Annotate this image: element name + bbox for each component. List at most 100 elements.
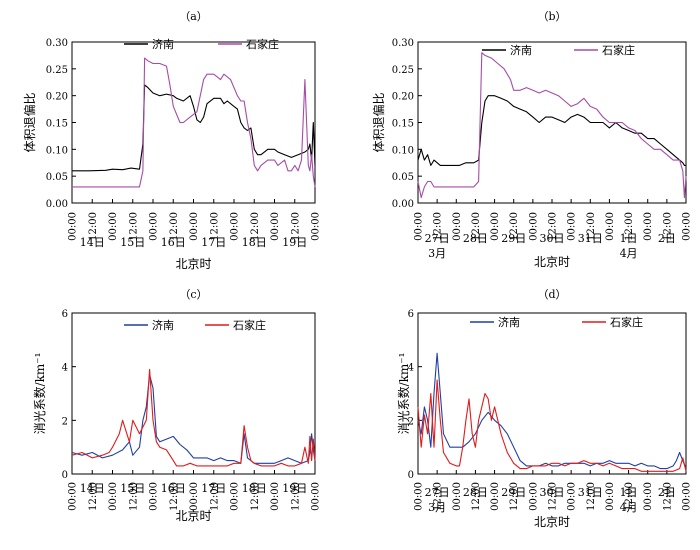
chart-title: （d） — [537, 288, 566, 301]
y-tick-label: 0.20 — [392, 92, 414, 103]
y-tick-label: 0.10 — [46, 145, 68, 156]
legend-label: 石家庄 — [602, 43, 635, 57]
day-label: 31日 — [578, 232, 603, 245]
x-tick-label: 00:00 — [452, 212, 463, 241]
x-tick-label: 00:00 — [311, 482, 322, 511]
x-tick-label: 12:00 — [250, 212, 261, 241]
x-axis-label: 北京时 — [175, 509, 211, 523]
x-tick-label: 12:00 — [209, 212, 220, 241]
x-tick-label: 00:00 — [270, 482, 281, 511]
day-label: 29日 — [501, 232, 526, 245]
x-tick-label: 12:00 — [471, 482, 482, 511]
chart-title: （c） — [179, 288, 207, 301]
plot-frame — [417, 312, 687, 475]
day-label: 28日 — [463, 232, 488, 245]
y-tick-label: 0.20 — [46, 92, 68, 103]
day-label: 19日 — [282, 236, 307, 249]
x-tick-label: 00:00 — [68, 212, 79, 241]
day-label: 16日 — [161, 236, 186, 249]
x-tick-label: 00:00 — [270, 212, 281, 241]
legend-label: 济南 — [510, 43, 532, 57]
x-tick-label: 00:00 — [528, 482, 539, 511]
x-tick-label: 00:00 — [230, 212, 241, 241]
series-line-jinan — [71, 374, 316, 464]
y-axis-label: 消光系数/km⁻¹ — [396, 353, 411, 435]
day-label: 2日 — [658, 486, 676, 499]
x-tick-label: 00:00 — [230, 482, 241, 511]
x-axis-label: 北京时 — [534, 255, 570, 269]
series-line-shijiazhuang — [417, 379, 687, 472]
y-tick-label: 0.15 — [46, 119, 68, 130]
y-tick-label: 0.05 — [392, 172, 414, 183]
y-tick-label: 0.30 — [46, 38, 68, 49]
x-tick-label: 12:00 — [624, 482, 635, 511]
y-tick-label: 0.00 — [46, 199, 68, 210]
y-tick-label: 0.15 — [392, 119, 414, 130]
day-label: 18日 — [242, 236, 267, 249]
day-label: 17日 — [201, 236, 226, 249]
day-label: 19日 — [282, 482, 307, 495]
chart-title: （b） — [537, 10, 566, 23]
x-tick-label: 12:00 — [586, 212, 597, 241]
x-tick-label: 00:00 — [108, 212, 119, 241]
legend-label: 济南 — [152, 37, 174, 51]
day-label: 15日 — [120, 236, 145, 249]
x-tick-label: 00:00 — [643, 212, 654, 241]
day-label: 17日 — [201, 482, 226, 495]
x-tick-label: 12:00 — [548, 482, 559, 511]
y-tick-label: 6 — [408, 309, 414, 320]
day-label: 15日 — [120, 482, 145, 495]
series-line-jinan — [417, 95, 686, 166]
series-line-shijiazhuang — [417, 52, 687, 199]
x-tick-label: 00:00 — [311, 212, 322, 241]
x-tick-label: 12:00 — [433, 482, 444, 511]
x-tick-label: 12:00 — [433, 212, 444, 241]
x-tick-label: 00:00 — [567, 212, 578, 241]
y-tick-label: 0.30 — [392, 38, 414, 49]
x-tick-label: 12:00 — [662, 482, 673, 511]
month-label: 3月 — [428, 247, 446, 260]
plot-frame — [71, 312, 316, 475]
legend-label: 济南 — [152, 318, 174, 332]
x-tick-label: 12:00 — [662, 212, 673, 241]
day-label: 14日 — [80, 482, 105, 495]
x-tick-label: 12:00 — [169, 212, 180, 241]
series-line-shijiazhuang — [71, 368, 316, 467]
y-tick-label: 6 — [62, 309, 68, 320]
y-tick-label: 2 — [408, 416, 414, 427]
x-tick-label: 00:00 — [149, 482, 160, 511]
day-label: 28日 — [463, 486, 488, 499]
day-label: 27日 — [425, 232, 450, 245]
x-tick-label: 12:00 — [509, 482, 520, 511]
x-tick-label: 00:00 — [605, 212, 616, 241]
legend-label: 石家庄 — [233, 318, 266, 332]
y-tick-label: 2 — [62, 416, 68, 427]
month-label: 4月 — [620, 247, 638, 260]
plot-frame — [417, 41, 687, 204]
month-label: 3月 — [428, 501, 446, 514]
day-label: 30日 — [540, 486, 565, 499]
x-tick-label: 00:00 — [108, 482, 119, 511]
x-tick-label: 12:00 — [548, 212, 559, 241]
x-tick-label: 00:00 — [643, 482, 654, 511]
series-line-jinan — [417, 352, 687, 470]
y-tick-label: 0.05 — [46, 172, 68, 183]
x-tick-label: 00:00 — [149, 212, 160, 241]
y-tick-label: 0 — [408, 470, 414, 481]
y-tick-label: 0.25 — [392, 65, 414, 76]
series-line-jinan — [72, 84, 316, 172]
y-tick-label: 0.25 — [46, 65, 68, 76]
legend-label: 石家庄 — [610, 315, 643, 329]
x-tick-label: 12:00 — [471, 212, 482, 241]
day-label: 31日 — [578, 486, 603, 499]
y-axis-label: 体积退偏比 — [22, 92, 37, 152]
x-tick-label: 12:00 — [624, 212, 635, 241]
x-tick-label: 12:00 — [290, 212, 301, 241]
x-tick-label: 12:00 — [509, 212, 520, 241]
day-label: 18日 — [242, 482, 267, 495]
y-axis-label: 消光系数/km⁻¹ — [32, 353, 47, 435]
day-label: 2日 — [658, 232, 676, 245]
x-tick-label: 12:00 — [586, 482, 597, 511]
x-tick-label: 12:00 — [128, 212, 139, 241]
